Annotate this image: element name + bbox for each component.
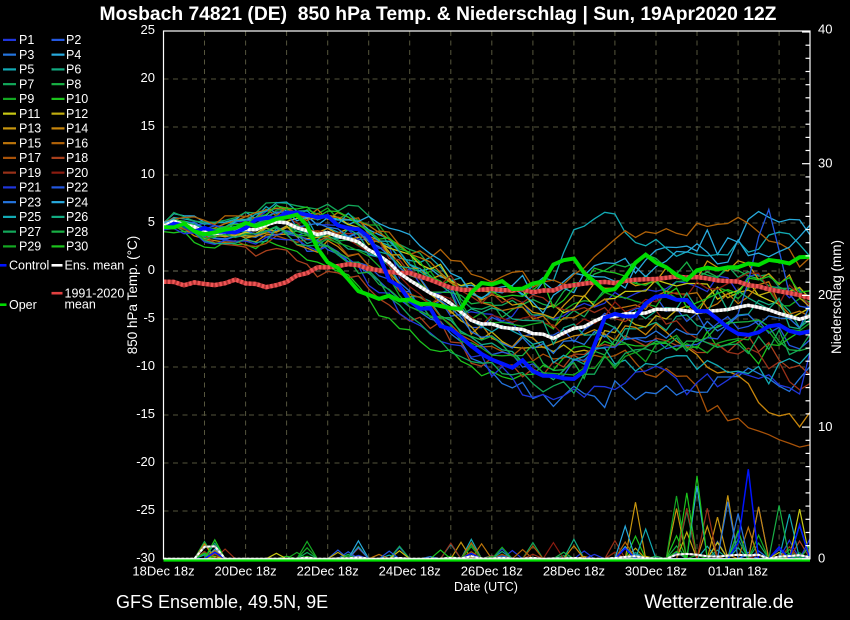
svg-text:GFS Ensemble, 49.5N, 9E: GFS Ensemble, 49.5N, 9E: [116, 592, 328, 612]
svg-text:Wetterzentrale.de: Wetterzentrale.de: [644, 592, 794, 613]
svg-text:P26: P26: [66, 210, 88, 224]
svg-text:P2: P2: [66, 33, 81, 47]
svg-text:0: 0: [818, 551, 825, 566]
svg-text:18Dec 18z: 18Dec 18z: [132, 564, 194, 579]
svg-text:P8: P8: [66, 77, 81, 91]
svg-text:-25: -25: [136, 502, 155, 517]
svg-text:P3: P3: [19, 48, 34, 62]
svg-text:26Dec 18z: 26Dec 18z: [461, 564, 523, 579]
svg-text:P20: P20: [66, 166, 88, 180]
svg-text:P9: P9: [19, 92, 34, 106]
svg-text:28Dec 18z: 28Dec 18z: [543, 564, 605, 579]
svg-text:Control: Control: [9, 259, 49, 273]
svg-text:0: 0: [148, 262, 155, 277]
svg-text:P19: P19: [19, 166, 41, 180]
svg-text:P5: P5: [19, 63, 34, 77]
svg-text:22Dec 18z: 22Dec 18z: [297, 564, 359, 579]
svg-text:P24: P24: [66, 195, 88, 209]
svg-text:P28: P28: [66, 225, 88, 239]
svg-text:01Jan 18z: 01Jan 18z: [708, 564, 768, 579]
svg-text:-5: -5: [143, 310, 155, 325]
svg-text:20: 20: [818, 287, 832, 302]
svg-text:P22: P22: [66, 181, 88, 195]
svg-text:Date (UTC): Date (UTC): [454, 580, 518, 594]
svg-text:mean: mean: [65, 298, 96, 312]
svg-text:24Dec 18z: 24Dec 18z: [379, 564, 441, 579]
svg-text:Oper: Oper: [9, 298, 37, 312]
svg-text:P13: P13: [19, 122, 41, 136]
svg-text:P1: P1: [19, 33, 34, 47]
svg-text:P11: P11: [19, 107, 40, 121]
svg-text:1991-2020: 1991-2020: [65, 287, 125, 301]
svg-text:40: 40: [818, 22, 832, 37]
svg-text:850 hPa Temp. (°C): 850 hPa Temp. (°C): [125, 236, 140, 354]
svg-text:P14: P14: [66, 122, 88, 136]
svg-text:P21: P21: [19, 181, 41, 195]
svg-text:-15: -15: [136, 406, 155, 421]
svg-text:P17: P17: [19, 151, 41, 165]
svg-text:5: 5: [148, 214, 155, 229]
svg-text:P10: P10: [66, 92, 88, 106]
svg-text:P16: P16: [66, 136, 88, 150]
svg-text:P25: P25: [19, 210, 41, 224]
svg-text:15: 15: [141, 118, 155, 133]
svg-text:20Dec 18z: 20Dec 18z: [215, 564, 277, 579]
svg-text:P27: P27: [19, 225, 41, 239]
svg-text:Ens. mean: Ens. mean: [65, 259, 125, 273]
svg-text:Niederschlag (mm): Niederschlag (mm): [829, 240, 844, 354]
svg-text:P23: P23: [19, 195, 41, 209]
svg-text:P15: P15: [19, 136, 41, 150]
svg-text:P12: P12: [66, 107, 88, 121]
svg-text:Mosbach 74821 (DE) 850 hPa Te: Mosbach 74821 (DE) 850 hPa Temp. & Niede…: [100, 4, 777, 25]
svg-text:30: 30: [818, 156, 832, 171]
svg-text:-30: -30: [136, 550, 155, 565]
svg-text:-20: -20: [136, 454, 155, 469]
svg-text:P29: P29: [19, 240, 41, 254]
svg-text:P30: P30: [66, 240, 88, 254]
svg-text:P4: P4: [66, 48, 81, 62]
svg-text:20: 20: [141, 70, 155, 85]
svg-text:25: 25: [141, 22, 155, 37]
svg-text:10: 10: [141, 166, 155, 181]
svg-text:10: 10: [818, 419, 832, 434]
svg-text:P7: P7: [19, 77, 34, 91]
svg-text:P18: P18: [66, 151, 88, 165]
svg-text:30Dec 18z: 30Dec 18z: [625, 564, 687, 579]
svg-text:P6: P6: [66, 63, 81, 77]
svg-text:-10: -10: [136, 358, 155, 373]
